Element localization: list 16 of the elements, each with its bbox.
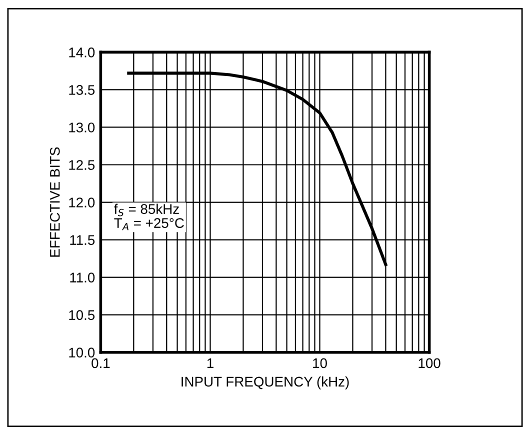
y-tick-label: 10.5: [69, 310, 95, 320]
y-tick-label: 14.0: [69, 48, 95, 58]
y-tick-label: 12.5: [69, 160, 95, 170]
annotation: f$_{S}$ = 85kHz T$_{A}$ = +25°C: [114, 204, 184, 230]
x-tick-label: 1: [207, 358, 214, 368]
y-tick-label: 13.5: [69, 85, 95, 95]
x-tick-label: 10: [313, 358, 327, 368]
y-tick-label: 13.0: [69, 122, 95, 132]
y-tick-label: 11.5: [70, 235, 95, 245]
x-tick-label: 0.1: [92, 358, 110, 368]
y-tick-label: 11.0: [70, 272, 95, 282]
y-tick-label: 10.0: [69, 348, 95, 358]
y-axis-title: EFFECTIVE BITS: [50, 147, 60, 257]
y-tick-label: 12.0: [69, 198, 95, 208]
x-tick-label: 100: [418, 358, 440, 368]
x-axis-title: INPUT FREQUENCY (kHz): [182, 376, 349, 390]
